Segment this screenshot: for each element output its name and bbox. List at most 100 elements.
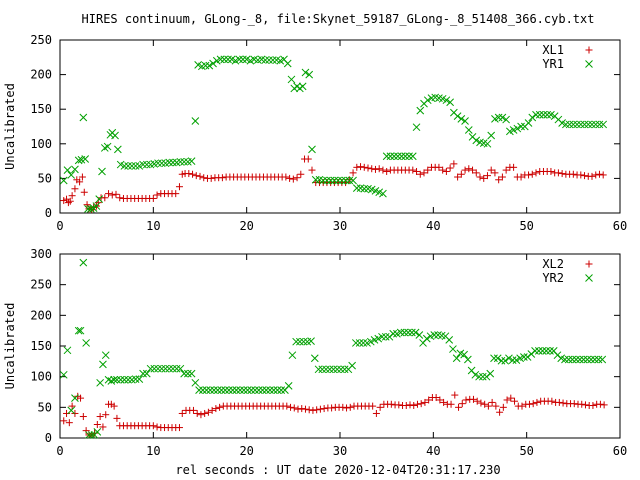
data-point-xl2 [216,403,224,411]
data-point-xl1 [483,172,491,180]
data-point-yr1 [95,195,104,204]
data-point-xl2 [570,400,578,408]
data-point-yr2 [59,370,68,379]
data-point-xl1 [71,185,79,193]
data-point-yr2 [430,331,439,339]
data-point-yr2 [120,375,129,384]
x-tick-label: 60 [613,219,627,233]
data-point-xl1 [487,166,495,174]
x-tick-label: 40 [426,444,440,458]
data-point-xl2 [290,404,298,412]
data-point-xl1 [424,166,432,174]
data-point-yr2 [180,369,188,378]
data-point-yr1 [338,176,346,185]
data-point-yr1 [584,120,593,129]
y-tick-label: 150 [30,339,52,353]
data-point-yr2 [445,336,454,344]
data-point-yr1 [502,115,510,124]
data-point-xl1 [450,160,458,168]
data-point-xl1 [68,192,76,200]
data-point-yr2 [176,364,185,373]
data-point-yr2 [564,355,573,364]
x-tick-label: 20 [239,219,253,233]
x-tick-label: 30 [333,444,347,458]
data-point-xl2 [402,401,410,409]
data-point-xl2 [458,400,466,408]
data-point-xl2 [305,406,313,414]
data-point-yr1 [472,136,481,145]
data-point-yr2 [579,355,588,364]
data-point-yr2 [561,355,569,364]
data-point-xl1 [175,183,183,191]
data-point-yr1 [412,123,421,132]
data-point-xl1 [282,173,290,181]
data-point-xl1 [80,188,88,196]
data-point-yr1 [201,61,210,70]
data-point-xl1 [297,170,305,178]
data-point-xl2 [469,395,477,403]
data-point-xl2 [578,400,586,408]
data-point-xl2 [110,402,118,410]
data-point-yr1 [165,158,174,167]
data-point-yr1 [442,96,451,105]
data-point-yr2 [254,386,263,395]
data-point-yr1 [569,120,578,129]
y-tick-label: 250 [30,33,52,47]
data-point-xl1 [78,173,86,181]
data-point-yr2 [269,386,278,395]
data-point-xl2 [346,403,354,411]
data-point-yr1 [498,113,507,122]
data-point-yr1 [120,162,129,170]
data-point-xl1 [304,155,312,163]
data-point-xl1 [112,190,120,198]
data-point-xl2 [113,414,121,422]
y-tick-label: 100 [30,370,52,384]
data-point-yr2 [534,347,543,355]
data-point-xl2 [212,405,220,413]
data-point-yr2 [449,345,457,353]
data-point-yr1 [565,120,574,129]
data-point-xl2 [153,423,161,431]
data-point-yr1 [239,55,247,64]
data-point-yr2 [478,372,487,381]
data-point-yr1 [74,156,83,165]
legend-marker-yr2 [585,274,593,282]
data-point-yr2 [542,347,551,355]
data-point-yr2 [314,365,323,374]
data-point-yr2 [63,346,72,355]
legend-marker-yr1 [585,60,593,68]
data-point-yr2 [374,334,383,343]
data-point-yr1 [308,145,316,154]
data-point-yr2 [366,337,375,346]
chart-title: HIRES continuum, GLong-_8, file:Skynet_5… [82,12,595,26]
data-point-xl2 [60,417,68,425]
data-points-bottom [59,258,608,439]
data-point-xl2 [499,403,507,411]
data-point-xl1 [592,171,600,179]
data-point-yr1 [235,55,244,64]
data-point-yr2 [396,328,405,337]
data-point-yr1 [98,167,106,176]
data-point-yr2 [198,386,207,395]
data-point-xl2 [492,402,500,410]
data-point-xl1 [569,170,577,178]
data-point-yr1 [352,184,361,192]
data-point-xl2 [511,397,519,405]
data-point-xl2 [473,397,481,405]
y-tick-label: 200 [30,308,52,322]
data-point-yr2 [232,386,241,395]
data-point-yr1 [386,152,395,161]
data-point-yr2 [329,365,338,374]
data-point-yr1 [114,145,122,154]
data-point-yr2 [236,386,244,395]
data-point-xl1 [357,163,365,171]
data-point-yr1 [216,55,225,64]
data-point-yr2 [292,337,300,346]
data-point-yr1 [205,61,214,70]
data-point-xl2 [432,394,440,402]
data-point-xl1 [196,172,204,180]
y-tick-label: 50 [38,171,52,185]
data-point-yr2 [71,394,79,402]
data-point-yr2 [520,353,528,361]
data-point-xl2 [208,406,216,414]
